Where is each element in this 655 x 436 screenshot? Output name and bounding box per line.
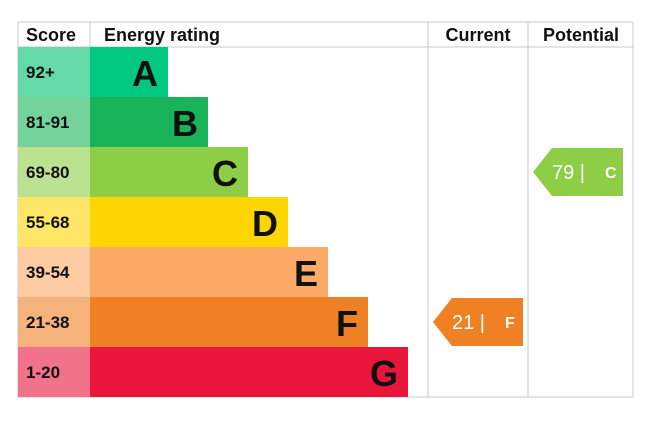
current-rating-arrow: 21 | F: [433, 298, 523, 346]
potential-rating-arrow-value: 79 |: [552, 162, 585, 184]
rating-markers: 21 | F 79 | C: [433, 148, 623, 346]
current-rating-arrow-shape: [433, 298, 523, 346]
score-cell-d: [18, 197, 90, 247]
rating-bar-g: [90, 347, 408, 397]
potential-rating-arrow: 79 | C: [533, 148, 623, 196]
current-rating-arrow-letter: F: [505, 315, 515, 332]
rating-letter-g: G: [370, 353, 398, 394]
header-potential: Potential: [543, 25, 619, 45]
current-rating-arrow-value: 21 |: [452, 312, 485, 334]
score-cell-f: [18, 297, 90, 347]
rating-letter-f: F: [336, 303, 358, 344]
header-current: Current: [445, 25, 510, 45]
rating-letter-a: A: [132, 53, 158, 94]
rating-letter-d: D: [252, 203, 278, 244]
score-cell-b: [18, 97, 90, 147]
rating-letter-b: B: [172, 103, 198, 144]
score-label-g: 1-20: [26, 363, 60, 382]
rating-bar-f: [90, 297, 368, 347]
score-cell-c: [18, 147, 90, 197]
score-label-a: 92+: [26, 63, 55, 82]
score-label-b: 81-91: [26, 113, 69, 132]
score-cell-e: [18, 247, 90, 297]
score-cell-a: [18, 47, 90, 97]
table-headers: Score Energy rating Current Potential: [26, 25, 619, 45]
potential-rating-arrow-letter: C: [605, 165, 617, 182]
rating-bar-b: [90, 97, 208, 147]
score-label-f: 21-38: [26, 313, 69, 332]
potential-rating-arrow-shape: [533, 148, 623, 196]
score-label-c: 69-80: [26, 163, 69, 182]
rating-bar-c: [90, 147, 248, 197]
score-label-e: 39-54: [26, 263, 70, 282]
rating-letter-e: E: [294, 253, 318, 294]
score-cell-g: [18, 347, 90, 397]
rating-bands: 92+ A 81-91 B 69-80 C 55-68 D 39-54 E 21-38 F 1-20 G: [18, 47, 408, 397]
score-label-d: 55-68: [26, 213, 69, 232]
header-energy-rating: Energy rating: [104, 25, 220, 45]
header-score: Score: [26, 25, 76, 45]
rating-bar-e: [90, 247, 328, 297]
rating-bar-d: [90, 197, 288, 247]
rating-bar-a: [90, 47, 168, 97]
rating-letter-c: C: [212, 153, 238, 194]
